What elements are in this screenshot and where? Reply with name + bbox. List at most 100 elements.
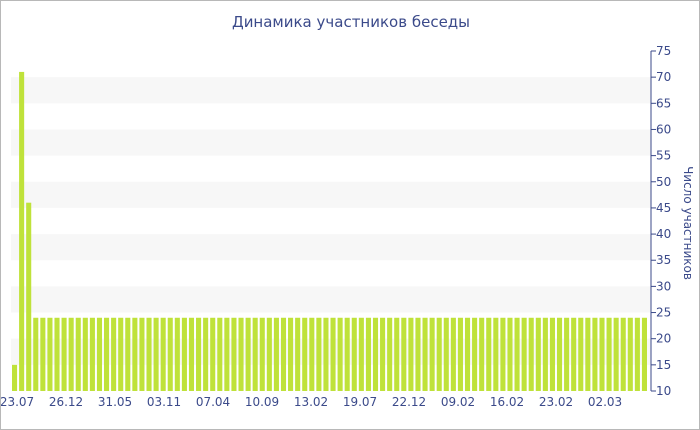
bar [472, 317, 478, 391]
bar [351, 317, 357, 391]
bar [556, 317, 563, 391]
bar [344, 317, 350, 391]
bar [203, 317, 209, 391]
grid-band [11, 181, 651, 208]
bar [217, 317, 223, 391]
bar [309, 317, 315, 391]
bar [266, 317, 272, 391]
bar [521, 317, 527, 391]
y-tick-label: 55 [656, 149, 671, 163]
x-tick-label: 26.12 [49, 395, 83, 409]
bar [549, 317, 555, 391]
bar [641, 317, 647, 391]
bar [153, 317, 159, 391]
bar [132, 317, 138, 391]
bar [457, 317, 463, 391]
bar [146, 317, 152, 391]
x-tick-label: 31.05 [98, 395, 132, 409]
grid-band [11, 129, 651, 156]
bar [118, 317, 124, 391]
bar [620, 317, 626, 391]
bar [564, 317, 570, 391]
bar [75, 317, 81, 391]
y-axis-title: Число участников [681, 166, 695, 280]
bar [245, 317, 251, 391]
x-tick-label: 10.09 [245, 395, 279, 409]
bar [571, 317, 577, 391]
bar [486, 317, 492, 391]
bar [188, 317, 195, 391]
bar [181, 317, 187, 391]
bar [634, 317, 640, 391]
y-tick-label: 45 [656, 201, 671, 215]
bar [33, 317, 39, 391]
bar [68, 317, 74, 391]
bar [429, 317, 435, 391]
x-tick-label: 22.12 [392, 395, 426, 409]
bar [139, 317, 145, 391]
y-tick-label: 15 [656, 358, 671, 372]
x-tick-label: 13.02 [294, 395, 328, 409]
y-tick-label: 30 [656, 279, 671, 293]
bar [422, 317, 428, 391]
bar [464, 317, 471, 391]
y-tick-label: 60 [656, 122, 671, 136]
y-tick-label: 25 [656, 306, 671, 320]
grid-band [11, 286, 651, 313]
bar [54, 317, 60, 391]
bar [196, 317, 202, 391]
bar [500, 317, 506, 391]
bar [330, 317, 336, 391]
bar [578, 317, 584, 391]
bar [224, 317, 230, 391]
bar [443, 317, 449, 391]
y-tick-label: 35 [656, 253, 671, 267]
bar [514, 317, 520, 391]
grid-band [11, 234, 651, 261]
bar [323, 317, 329, 391]
bar [372, 317, 379, 391]
grid-band [11, 77, 651, 104]
x-tick-label: 02.03 [588, 395, 622, 409]
bar [365, 317, 371, 391]
bar [167, 317, 173, 391]
bar [125, 317, 131, 391]
bar [408, 317, 414, 391]
bar [47, 317, 53, 391]
bar [387, 317, 393, 391]
bar [394, 317, 400, 391]
bar [174, 317, 180, 391]
bar [111, 317, 117, 391]
bar [528, 317, 534, 391]
bar [592, 317, 598, 391]
bar [12, 364, 18, 391]
bar [89, 317, 95, 391]
bar [19, 71, 25, 392]
y-tick-label: 20 [656, 332, 671, 346]
bar [259, 317, 265, 391]
bar [26, 202, 32, 391]
bar [238, 317, 244, 391]
bar [450, 317, 456, 391]
bar [104, 317, 110, 391]
bar [599, 317, 605, 391]
bar [252, 317, 258, 391]
bar [507, 317, 513, 391]
bar [436, 317, 442, 391]
bar [61, 317, 67, 391]
bar [280, 317, 287, 391]
x-tick-label: 16.02 [490, 395, 524, 409]
x-tick-label: 19.07 [343, 395, 377, 409]
x-tick-label: 07.04 [196, 395, 230, 409]
x-tick-label: 03.11 [147, 395, 181, 409]
bar [606, 317, 612, 391]
bar [535, 317, 541, 391]
bar [302, 317, 308, 391]
x-tick-label: 09.02 [441, 395, 475, 409]
bar [273, 317, 279, 391]
x-tick-label: 23.02 [539, 395, 573, 409]
bar [401, 317, 407, 391]
bar [82, 317, 88, 391]
bar [585, 317, 591, 391]
